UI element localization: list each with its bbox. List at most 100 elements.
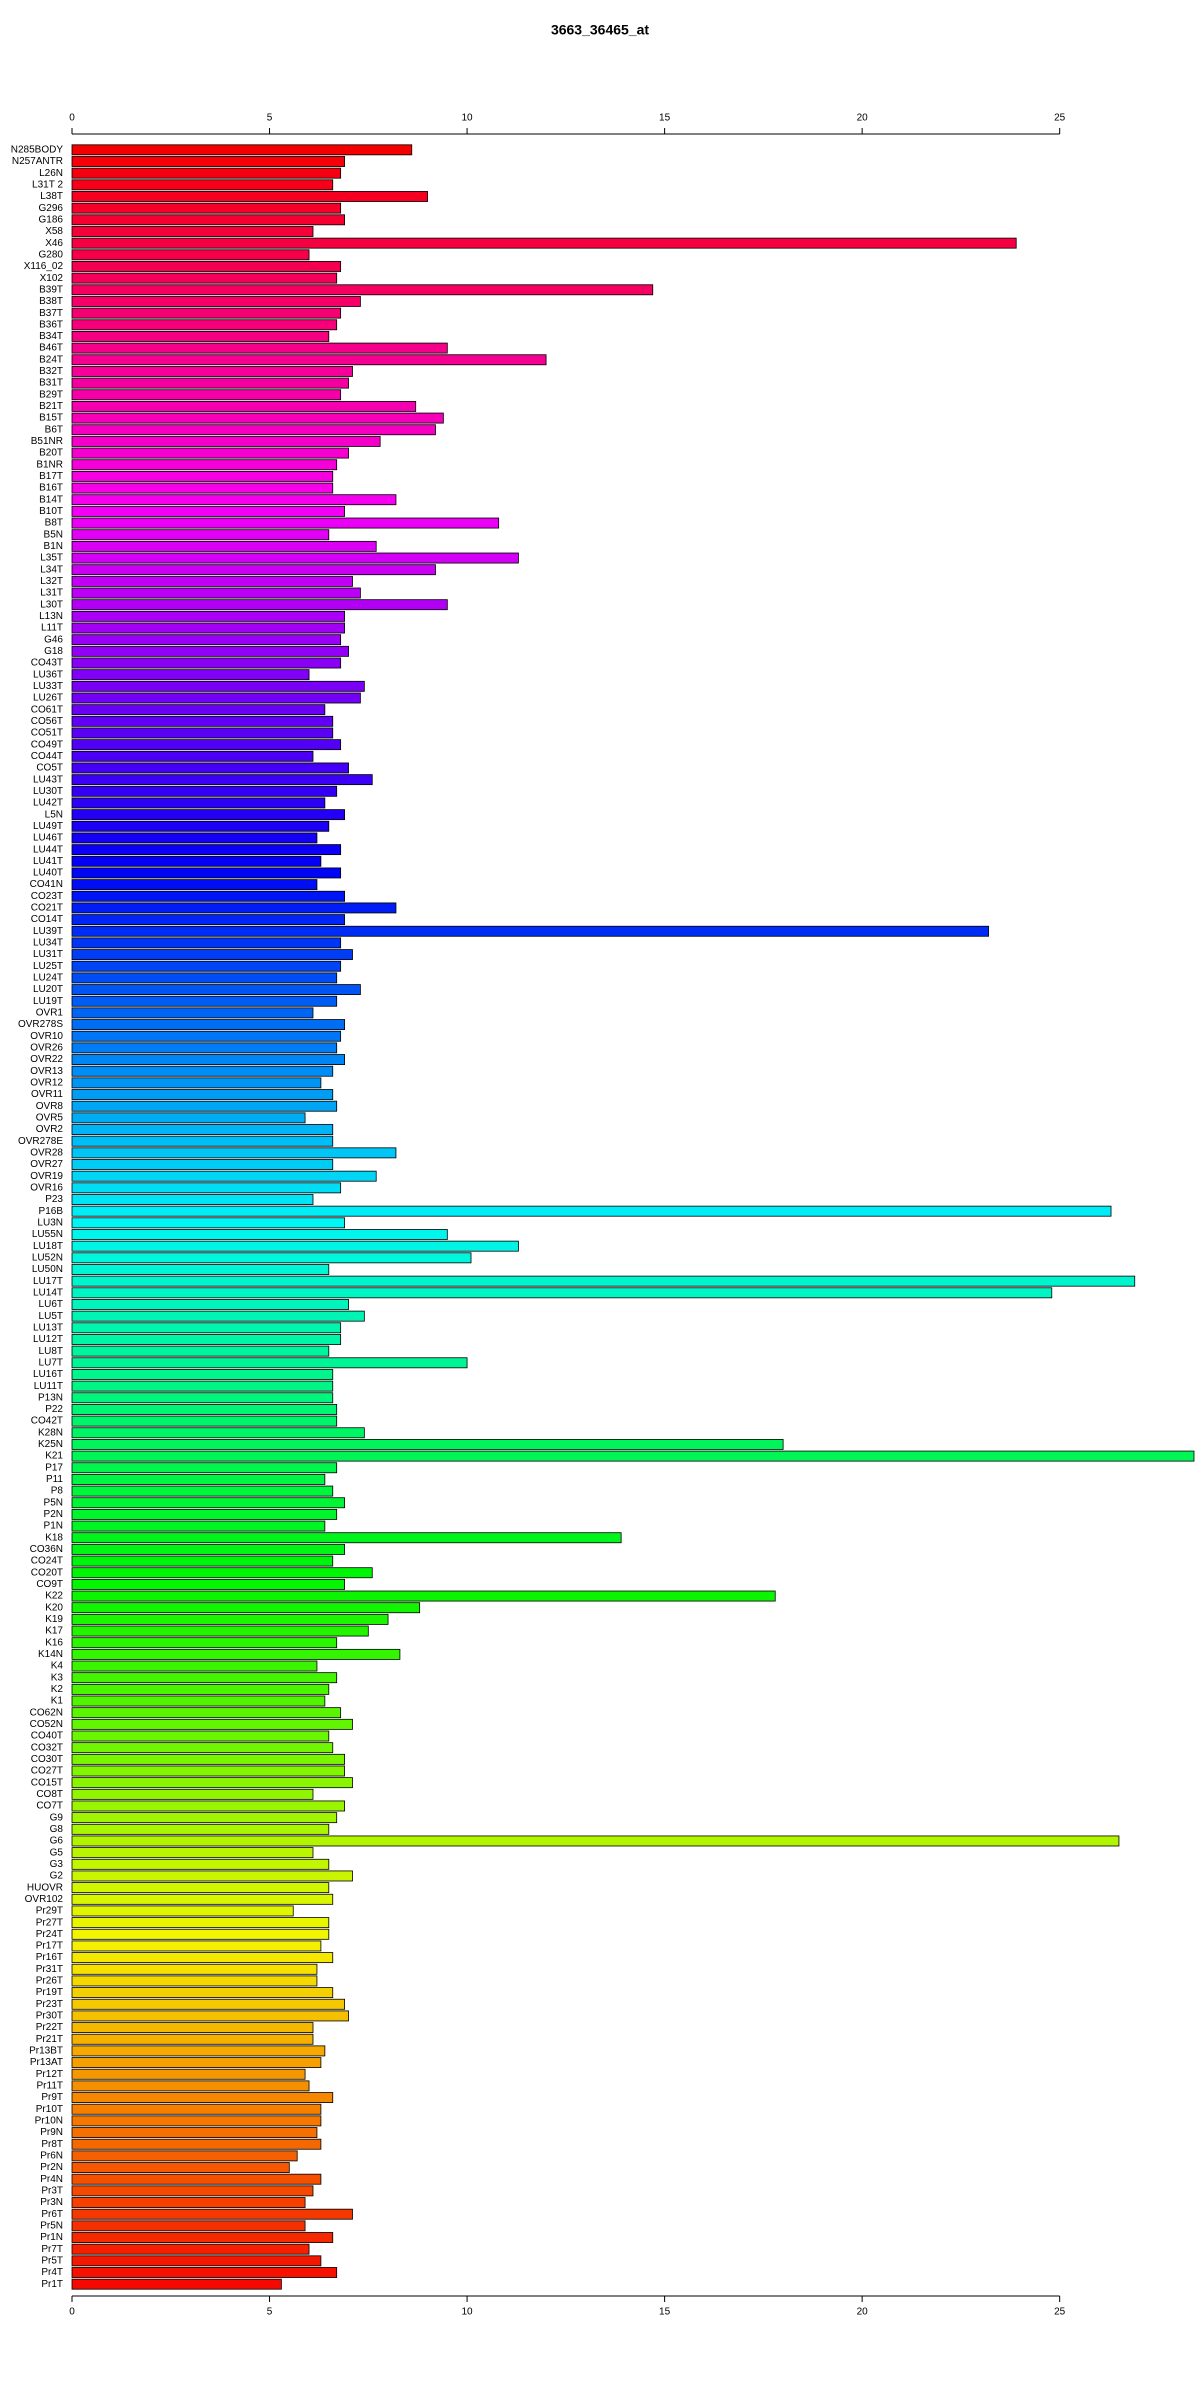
y-tick-label: K22 — [45, 1591, 63, 1602]
bar — [71, 1473, 326, 1485]
y-tick-label: B14T — [39, 494, 63, 505]
y-tick-label: Pr17T — [36, 1941, 63, 1952]
bar — [71, 1135, 334, 1147]
y-tick-label: OVR16 — [30, 1182, 63, 1193]
y-tick-label: CO51T — [31, 728, 63, 739]
bar — [71, 832, 318, 844]
y-tick-label: HUOVR — [27, 1882, 63, 1893]
y-tick-label: B46T — [39, 343, 63, 354]
y-tick-label: CO21T — [31, 903, 63, 914]
bar — [71, 960, 342, 972]
y-tick-label: G280 — [39, 249, 64, 260]
bar — [71, 1975, 318, 1987]
bar — [71, 2103, 322, 2115]
y-tick-label: P11 — [46, 1474, 63, 1485]
bar — [71, 809, 345, 821]
y-tick-label: P16B — [39, 1206, 64, 1217]
bar — [71, 1299, 349, 1310]
y-tick-label: LU16T — [33, 1369, 63, 1380]
bar — [71, 1007, 314, 1019]
y-tick-label: B38T — [39, 296, 63, 307]
bar — [71, 447, 349, 459]
y-tick-label: CO62N — [30, 1707, 63, 1718]
y-tick-label: L38T — [40, 191, 63, 202]
y-tick-label: OVR28 — [30, 1147, 63, 1158]
bar — [71, 1485, 334, 1497]
y-tick-label: LU20T — [33, 984, 63, 995]
bar — [71, 914, 345, 926]
bar — [71, 2010, 349, 2022]
bar — [71, 2255, 322, 2267]
bar — [71, 785, 338, 797]
y-tick-label: P17 — [45, 1462, 63, 1473]
bar — [71, 867, 342, 879]
y-tick-label: Pr23T — [36, 1999, 63, 2010]
bar — [71, 1392, 334, 1404]
bar — [71, 319, 338, 331]
x-tick-label: 20 — [857, 2307, 869, 2318]
y-tick-label: CO8T — [36, 1789, 63, 1800]
y-tick-label: B36T — [39, 319, 63, 330]
bar — [71, 1170, 377, 1182]
bar — [71, 1380, 334, 1392]
bar — [71, 482, 334, 494]
bar — [71, 844, 342, 856]
bar — [71, 634, 342, 646]
bar — [71, 494, 397, 506]
bar — [71, 552, 519, 564]
y-tick-label: B24T — [39, 354, 63, 365]
bar — [71, 855, 322, 867]
bar — [71, 1800, 345, 1812]
y-tick-label: K17 — [45, 1626, 63, 1637]
y-tick-label: K20 — [45, 1602, 63, 1613]
y-tick-label: Pr8T — [41, 2139, 63, 2150]
bar — [71, 2162, 290, 2173]
bar — [71, 1065, 334, 1077]
y-tick-label: X116_02 — [24, 261, 64, 272]
bar — [71, 972, 338, 984]
bar — [71, 2057, 322, 2069]
bar — [71, 517, 500, 529]
y-tick-label: K18 — [45, 1532, 63, 1543]
y-tick-label: CO5T — [36, 763, 63, 774]
y-tick-label: G3 — [50, 1859, 64, 1870]
y-tick-label: B1NR — [36, 459, 63, 470]
y-tick-label: B31T — [39, 378, 63, 389]
bar — [71, 1660, 318, 1672]
bar — [71, 622, 345, 634]
bar — [71, 890, 345, 902]
y-tick-label: CO49T — [31, 739, 63, 750]
bar — [71, 599, 448, 611]
bar — [71, 1124, 334, 1135]
bar — [71, 925, 989, 937]
bar — [71, 1497, 345, 1509]
bar — [71, 331, 330, 342]
bar — [71, 1648, 401, 1660]
bar — [71, 1054, 345, 1065]
y-tick-label: Pr12T — [36, 2069, 63, 2080]
y-tick-label: G46 — [44, 634, 63, 645]
y-tick-label: LU14T — [33, 1287, 63, 1298]
bar — [71, 272, 338, 284]
y-tick-label: L30T — [40, 599, 63, 610]
y-tick-label: Pr1T — [41, 2279, 63, 2290]
y-tick-label: Pr26T — [36, 1976, 63, 1987]
bar — [71, 2092, 334, 2103]
bar — [71, 692, 361, 704]
y-tick-label: X46 — [45, 238, 63, 249]
y-tick-label: Pr19T — [36, 1987, 63, 1998]
x-tick-label: 0 — [69, 2307, 75, 2318]
bar — [71, 1753, 345, 1765]
y-tick-label: K14N — [38, 1649, 63, 1660]
y-tick-label: CO40T — [31, 1731, 63, 1742]
y-tick-label: OVR5 — [36, 1113, 64, 1124]
bar — [71, 377, 349, 389]
bar — [71, 342, 448, 354]
y-tick-label: CO23T — [31, 891, 63, 902]
bar — [71, 879, 318, 891]
y-tick-label: N285BODY — [11, 144, 64, 155]
bar — [71, 191, 428, 202]
y-tick-label: Pr13BT — [29, 2046, 63, 2057]
y-tick-label: K3 — [51, 1672, 64, 1683]
bar — [71, 2208, 353, 2220]
